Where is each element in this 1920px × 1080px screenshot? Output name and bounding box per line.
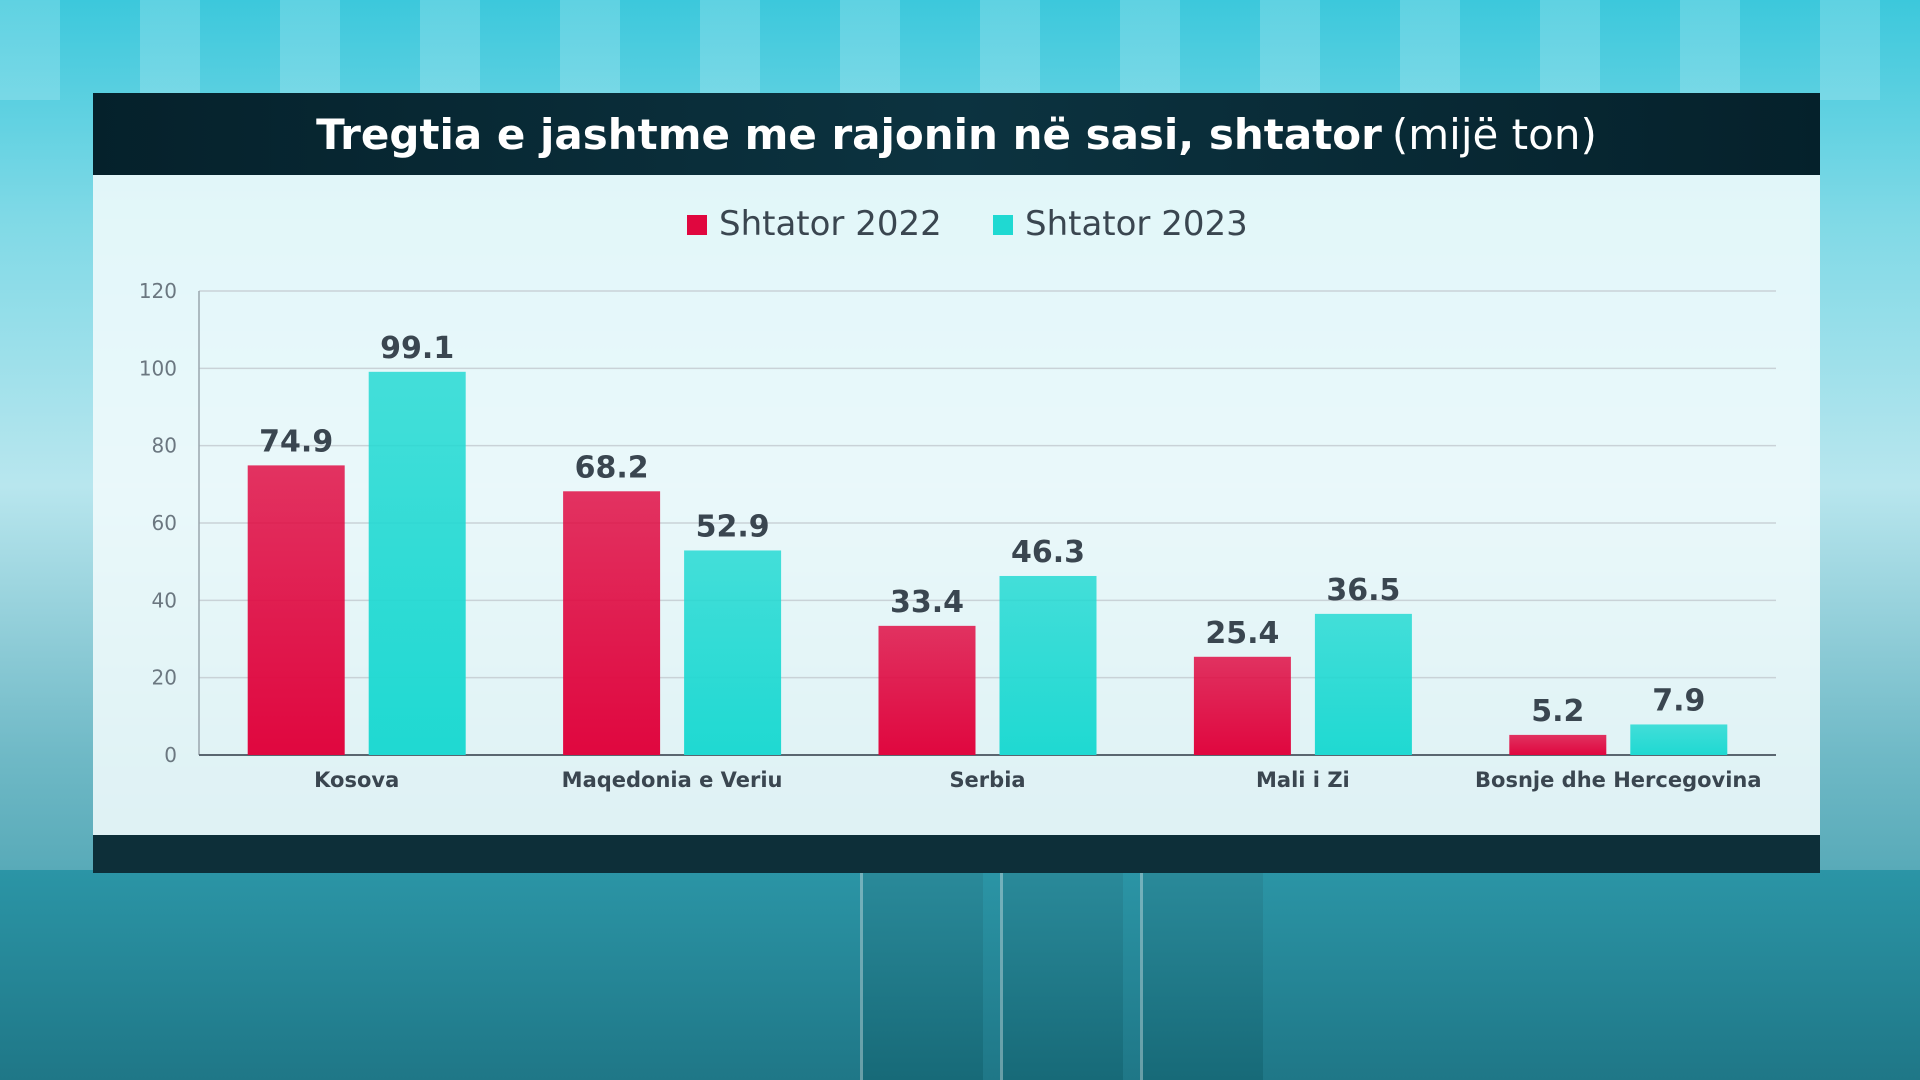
data-label: 52.9 <box>696 509 770 544</box>
bar <box>684 550 782 755</box>
x-tick-label: Bosnje dhe Hercegovina <box>1475 768 1762 792</box>
y-tick-label: 0 <box>164 743 177 767</box>
x-tick-label: Serbia <box>949 768 1025 792</box>
y-tick-label: 60 <box>152 511 177 535</box>
y-tick-label: 20 <box>152 666 177 690</box>
x-tick-label: Maqedonia e Veriu <box>562 768 783 792</box>
x-tick-label: Mali i Zi <box>1256 768 1350 792</box>
chart-panel: Tregtia e jashtme me rajonin në sasi, sh… <box>93 93 1820 873</box>
legend-swatch <box>687 215 707 235</box>
data-label: 25.4 <box>1205 616 1279 651</box>
data-label: 36.5 <box>1326 573 1400 608</box>
x-tick-label: Kosova <box>314 768 399 792</box>
data-label: 46.3 <box>1011 535 1085 570</box>
data-label: 33.4 <box>890 585 964 620</box>
legend-label: Shtator 2023 <box>1025 204 1248 244</box>
data-label: 68.2 <box>575 450 649 485</box>
bar <box>999 575 1097 755</box>
background-windows <box>0 0 1920 100</box>
chart-area: Shtator 2022 Shtator 2023 0 20 40 60 80 100 120 7… <box>93 175 1820 835</box>
legend-swatch <box>993 215 1013 235</box>
background-floor-plank <box>1000 870 1123 1080</box>
bar-chart: Shtator 2022 Shtator 2023 0 20 40 60 80 100 120 7… <box>139 204 1776 792</box>
y-tick-label: 120 <box>139 279 177 303</box>
bar <box>1509 734 1607 755</box>
bar <box>878 625 976 755</box>
y-tick-label: 80 <box>152 434 177 458</box>
bar <box>1314 613 1412 755</box>
data-label: 99.1 <box>380 331 454 366</box>
background-floor-plank <box>860 870 983 1080</box>
bar <box>1193 656 1291 755</box>
bar <box>368 371 466 755</box>
title-bar: Tregtia e jashtme me rajonin në sasi, sh… <box>93 93 1820 175</box>
data-label: 7.9 <box>1652 683 1705 718</box>
y-tick-label: 100 <box>139 356 177 380</box>
chart-unit: (mijë ton) <box>1391 109 1597 159</box>
bar <box>247 465 345 755</box>
data-label: 74.9 <box>259 424 333 459</box>
data-label: 5.2 <box>1531 694 1584 729</box>
y-tick-label: 40 <box>152 588 177 612</box>
bar <box>1630 724 1728 755</box>
bar <box>563 491 661 755</box>
chart-title: Tregtia e jashtme me rajonin në sasi, sh… <box>316 109 1382 159</box>
bottom-bar <box>93 835 1820 873</box>
legend-label: Shtator 2022 <box>719 204 942 244</box>
background-floor-plank <box>1140 870 1263 1080</box>
